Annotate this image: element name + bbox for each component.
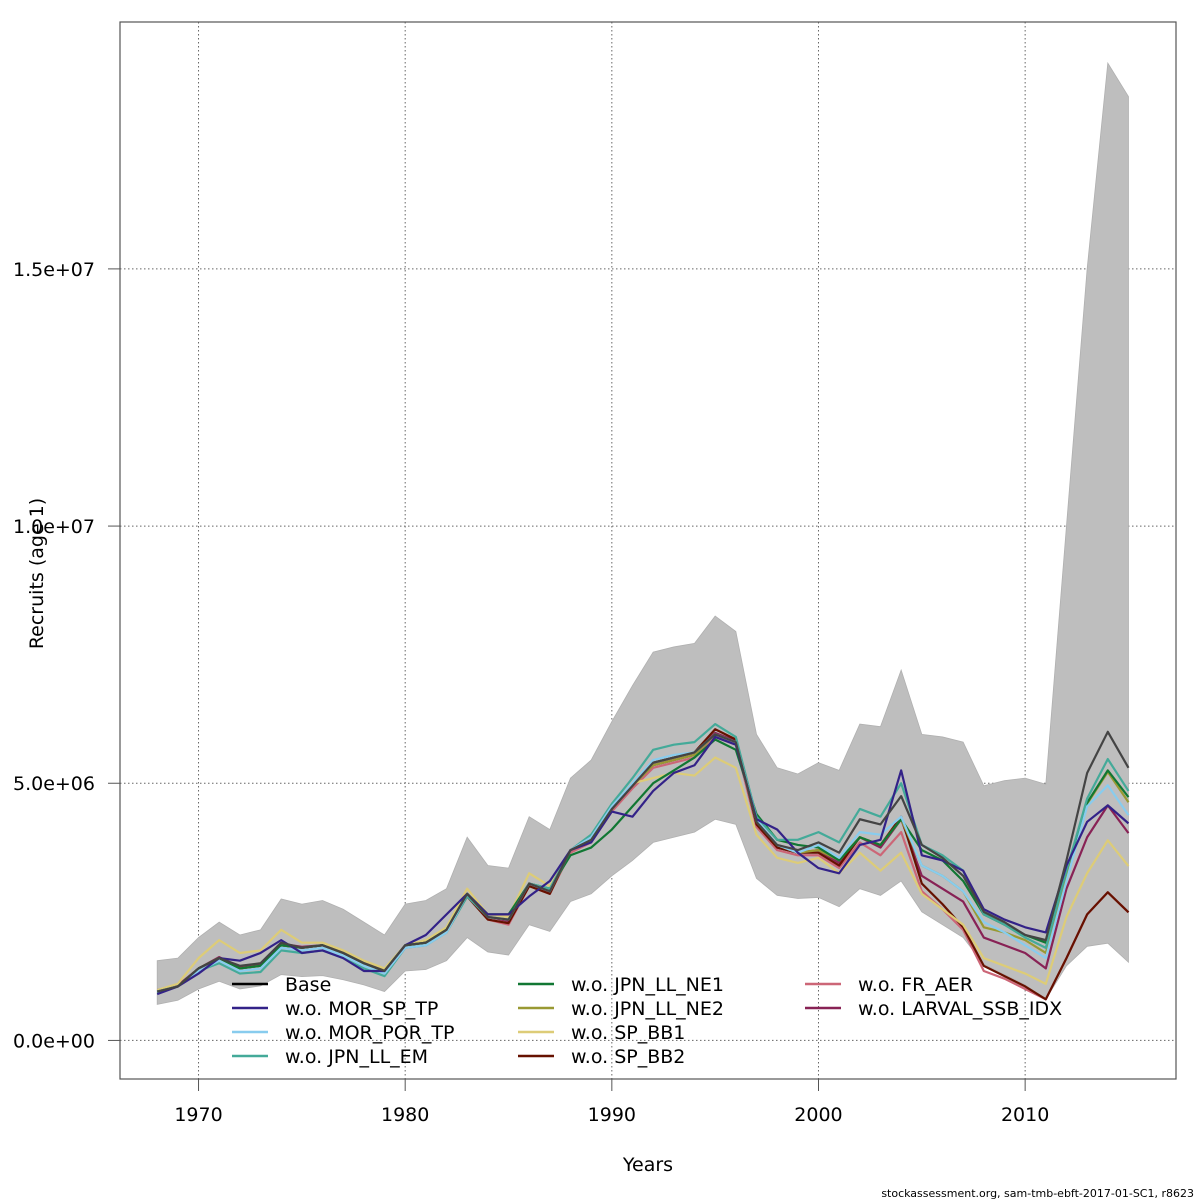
series-line-w-o-mor-por-tp <box>156 733 1130 993</box>
legend-item: w.o. MOR_POR_TP <box>232 1022 454 1044</box>
legend-item: w.o. MOR_SP_TP <box>232 998 438 1020</box>
y-tick-label: 5.0e+06 <box>13 773 95 795</box>
x-tick-label: 2010 <box>1001 1104 1049 1126</box>
x-tick-label: 1980 <box>381 1104 429 1126</box>
legend-item: w.o. LARVAL_SSB_IDX <box>805 998 1062 1020</box>
confidence-band <box>156 61 1129 1005</box>
legend-label: Base <box>285 974 331 996</box>
y-axis: 0.0e+00 5.0e+06 1.0e+07 1.5e+07 <box>13 259 120 1052</box>
legend-label: w.o. JPN_LL_EM <box>285 1046 428 1068</box>
legend-item: w.o. JPN_LL_NE2 <box>518 998 724 1020</box>
series-line-base <box>156 730 1130 993</box>
legend-item: w.o. JPN_LL_EM <box>232 1046 428 1068</box>
series-line-w-o-sp-bb1 <box>156 756 1130 992</box>
legend-label: w.o. JPN_LL_NE2 <box>571 998 724 1020</box>
x-axis: 1970 1980 1990 2000 2010 <box>174 1079 1049 1126</box>
confidence-band-layer <box>156 61 1129 1005</box>
legend-label: w.o. FR_AER <box>858 974 973 996</box>
grid <box>120 22 1176 1079</box>
legend-label: w.o. MOR_POR_TP <box>285 1022 454 1044</box>
legend-item: w.o. FR_AER <box>805 974 973 996</box>
y-tick-label: 1.0e+07 <box>13 516 95 538</box>
x-tick-label: 1990 <box>588 1104 636 1126</box>
footer-credit: stockassessment.org, sam-tmb-ebft-2017-0… <box>881 1187 1194 1200</box>
y-tick-label: 1.5e+07 <box>13 259 95 281</box>
legend-item: Base <box>232 974 331 996</box>
x-tick-label: 2000 <box>794 1104 842 1126</box>
legend-label: w.o. SP_BB2 <box>571 1046 685 1068</box>
y-tick-label: 0.0e+00 <box>13 1030 95 1052</box>
x-axis-title: Years <box>622 1154 673 1176</box>
legend-label: w.o. LARVAL_SSB_IDX <box>858 998 1062 1020</box>
legend-label: w.o. MOR_SP_TP <box>285 998 438 1020</box>
plot-frame <box>119 21 1177 1080</box>
series-layer <box>156 722 1130 1001</box>
legend-label: w.o. JPN_LL_NE1 <box>571 974 724 996</box>
legend-item: w.o. SP_BB2 <box>518 1046 685 1068</box>
x-tick-label: 1970 <box>174 1104 222 1126</box>
legend-label: w.o. SP_BB1 <box>571 1022 685 1044</box>
legend-item: w.o. JPN_LL_NE1 <box>518 974 724 996</box>
series-line-w-o-mor-sp-tp <box>156 735 1130 996</box>
legend-item: w.o. SP_BB1 <box>518 1022 685 1044</box>
y-axis-title: Recruits (age 1) <box>26 498 48 649</box>
